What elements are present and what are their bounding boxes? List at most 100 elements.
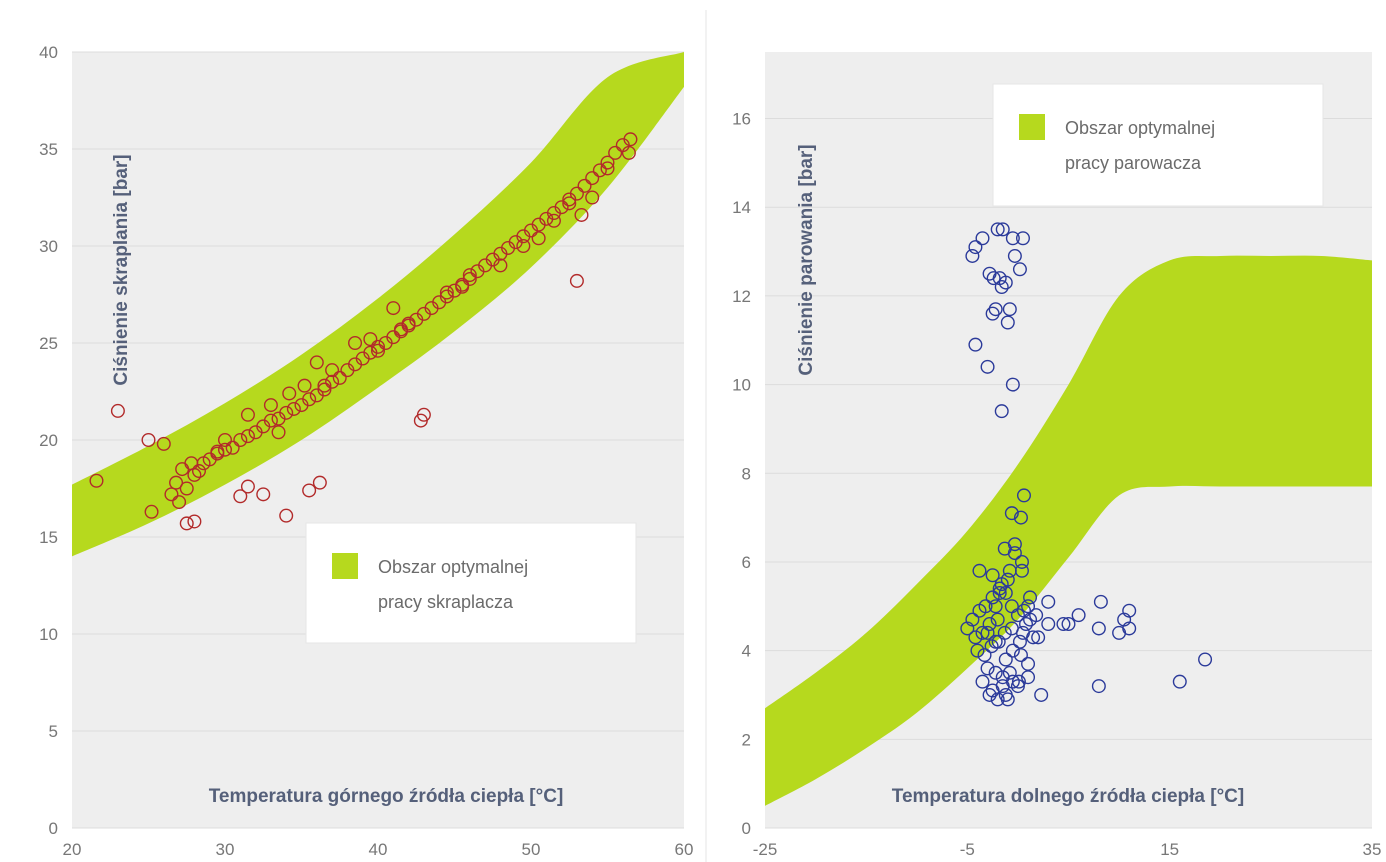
- data-point: [172, 495, 187, 510]
- data-point: [569, 273, 584, 288]
- y-tick-label: 16: [732, 110, 751, 129]
- data-point: [592, 163, 607, 178]
- data-point: [1071, 608, 1086, 623]
- chart-evaporator: 0 2 4 6 8 10 12 14 16 -25 -5 15 35 Temperatura dolneg…: [732, 52, 1381, 859]
- data-point: [371, 343, 386, 358]
- data-point: [302, 392, 317, 407]
- data-point: [1012, 634, 1027, 649]
- x-tick-label: 35: [1363, 840, 1382, 859]
- data-point: [980, 625, 995, 640]
- data-point: [988, 665, 1003, 680]
- data-point: [1122, 603, 1137, 618]
- y-tick-label: 40: [39, 43, 58, 62]
- data-point: [1007, 537, 1022, 552]
- data-point: [332, 370, 347, 385]
- data-point: [493, 258, 508, 273]
- data-point: [998, 585, 1013, 600]
- data-point: [455, 279, 470, 294]
- data-point: [1122, 621, 1137, 636]
- data-point: [393, 322, 408, 337]
- chart-condenser: 0 5 10 15 20 25 30 35 40 20 30 40 50 60 Temperatura gó…: [39, 43, 693, 859]
- data-point: [363, 332, 378, 347]
- data-point: [279, 508, 294, 523]
- data-point: [462, 271, 477, 286]
- data-point: [977, 648, 992, 663]
- data-point: [1019, 617, 1034, 632]
- data-point: [978, 599, 993, 614]
- y-tick-label: 6: [742, 553, 751, 572]
- x-axis-label: Temperatura górnego źródła ciepła [°C]: [209, 786, 564, 807]
- data-point: [574, 207, 589, 222]
- data-point: [297, 378, 312, 393]
- data-point: [1093, 594, 1108, 609]
- data-point: [256, 487, 271, 502]
- data-point: [994, 404, 1009, 419]
- data-point: [1021, 599, 1036, 614]
- data-point: [325, 374, 340, 389]
- data-point: [982, 617, 997, 632]
- data-point: [975, 231, 990, 246]
- data-point: [1016, 488, 1031, 503]
- data-point: [279, 405, 294, 420]
- data-point: [217, 433, 232, 448]
- data-point: [577, 178, 592, 193]
- data-point: [233, 489, 248, 504]
- data-point: [569, 186, 584, 201]
- data-point: [516, 238, 531, 253]
- data-point: [998, 687, 1013, 702]
- x-tick-label: 40: [369, 840, 388, 859]
- data-point: [965, 248, 980, 263]
- y-tick-label: 10: [732, 376, 751, 395]
- data-point: [988, 634, 1003, 649]
- data-point: [1005, 377, 1020, 392]
- data-point: [1000, 572, 1015, 587]
- data-point: [1000, 315, 1015, 330]
- data-point: [317, 378, 332, 393]
- data-point: [1007, 248, 1022, 263]
- data-point: [1091, 621, 1106, 636]
- data-point: [994, 280, 1009, 295]
- data-point: [975, 674, 990, 689]
- data-point: [985, 306, 1000, 321]
- data-point: [968, 630, 983, 645]
- data-point: [416, 407, 431, 422]
- data-point: [282, 386, 297, 401]
- data-point: [531, 231, 546, 246]
- data-point: [240, 407, 255, 422]
- y-tick-label: 14: [732, 198, 751, 217]
- data-point: [187, 514, 202, 529]
- data-point: [1031, 630, 1046, 645]
- data-point: [1021, 656, 1036, 671]
- data-point: [990, 222, 1005, 237]
- data-point: [263, 413, 278, 428]
- x-tick-label: 60: [675, 840, 694, 859]
- y-tick-label: 30: [39, 237, 58, 256]
- y-tick-label: 5: [49, 722, 58, 741]
- data-point: [156, 436, 171, 451]
- data-point: [990, 692, 1005, 707]
- legend: Obszar optymalnej pracy parowacza: [992, 83, 1324, 207]
- data-point: [1041, 617, 1056, 632]
- x-tick-label: 50: [522, 840, 541, 859]
- data-point: [1010, 679, 1025, 694]
- data-point: [1013, 510, 1028, 525]
- data-point: [110, 403, 125, 418]
- y-axis-label: Ciśnienie skraplania [bar]: [111, 154, 132, 385]
- optimal-band: [765, 255, 1372, 806]
- y-tick-label: 2: [742, 730, 751, 749]
- data-point: [1012, 262, 1027, 277]
- legend: Obszar optymalnej pracy skraplacza: [305, 522, 637, 644]
- data-point: [240, 479, 255, 494]
- y-tick-label: 15: [39, 528, 58, 547]
- data-point: [325, 363, 340, 378]
- data-point: [1005, 643, 1020, 658]
- data-point: [546, 213, 561, 228]
- data-point: [1007, 546, 1022, 561]
- x-tick-label: -25: [753, 840, 778, 859]
- data-point: [1002, 302, 1017, 317]
- data-point: [309, 355, 324, 370]
- data-point: [585, 190, 600, 205]
- data-point: [1061, 617, 1076, 632]
- legend-label: Obszar optymalnej: [1065, 118, 1215, 138]
- data-point: [317, 382, 332, 397]
